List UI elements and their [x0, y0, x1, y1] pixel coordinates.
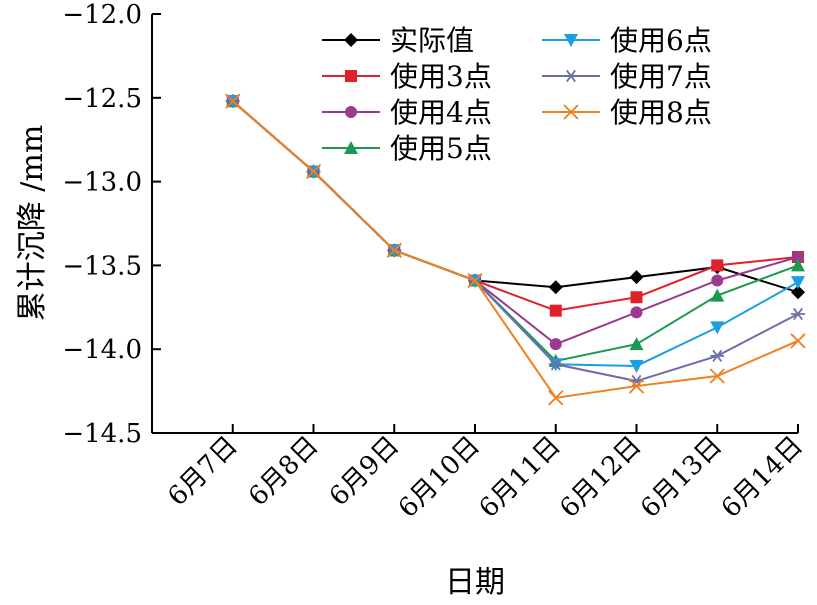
legend-label: 使用8点: [610, 96, 712, 129]
legend-label: 使用3点: [390, 60, 492, 93]
x-tick-label: 6月14日: [716, 431, 809, 524]
data-point: [792, 251, 804, 264]
data-point: [630, 306, 643, 319]
data-point: [630, 291, 643, 304]
data-point: [710, 288, 725, 302]
legend-label: 实际值: [390, 24, 474, 57]
legend-item: 使用6点: [542, 24, 712, 57]
data-point: [549, 338, 562, 351]
data-point: [791, 307, 805, 321]
y-tick-label: −14.5: [62, 419, 142, 449]
data-point: [791, 258, 805, 272]
x-tick-label: 6月12日: [554, 431, 647, 524]
data-point: [305, 163, 322, 180]
x-tick-label: 6月10日: [393, 431, 486, 524]
legend-marker: [345, 70, 357, 82]
x-axis-title: 日期: [445, 565, 505, 600]
data-point: [225, 93, 241, 109]
data-point: [791, 285, 805, 300]
x-tick-label: 6月13日: [635, 431, 728, 524]
legend-marker: [344, 33, 358, 47]
y-tick-label: −12.0: [62, 0, 142, 30]
data-point: [791, 276, 805, 290]
x-tick-label: 6月8日: [243, 431, 324, 512]
series-7: [225, 93, 806, 406]
legend-label: 使用7点: [610, 60, 712, 93]
legend-marker: [563, 104, 579, 120]
legend-marker: [564, 34, 578, 47]
data-point: [709, 368, 725, 384]
y-axis-title: 累计沉降 /mm: [15, 125, 50, 322]
data-point: [710, 349, 725, 363]
series-line: [232, 100, 799, 346]
y-tick-label: −12.5: [62, 84, 142, 114]
data-point: [548, 280, 563, 295]
data-point: [548, 390, 564, 406]
legend-item: 实际值: [322, 24, 474, 57]
series-3: [226, 95, 804, 351]
y-tick-label: −13.5: [62, 251, 142, 281]
series-line: [232, 100, 799, 399]
legend-item: 使用5点: [322, 132, 492, 165]
data-point: [628, 378, 645, 394]
data-point: [711, 259, 724, 272]
x-tick-label: 6月11日: [474, 431, 567, 524]
data-point: [710, 321, 725, 335]
legend-label: 使用4点: [390, 96, 492, 129]
legend-item: 使用3点: [322, 60, 492, 93]
data-point: [548, 358, 563, 371]
legend-item: 使用8点: [542, 96, 712, 129]
legend-item: 使用4点: [322, 96, 492, 129]
data-point: [629, 359, 644, 373]
legend-marker: [344, 141, 358, 154]
data-point: [467, 272, 483, 289]
legend-label: 使用6点: [610, 24, 712, 57]
legend-marker: [345, 106, 357, 118]
legend-marker: [564, 69, 578, 83]
x-tick-label: 6月7日: [162, 431, 243, 512]
y-ticks: −12.0 −12.5 −13.0 −13.5 −14.0 −14.5: [62, 0, 161, 449]
data-point: [711, 274, 724, 287]
y-tick-label: −14.0: [62, 335, 142, 365]
series-group: [225, 93, 806, 406]
y-tick-label: −13.0: [62, 168, 142, 198]
x-tick-label: 6月9日: [324, 431, 405, 512]
series-6: [225, 95, 805, 388]
data-point: [790, 333, 806, 349]
data-point: [549, 304, 562, 317]
data-point: [629, 270, 644, 285]
data-point: [629, 337, 644, 351]
legend-label: 使用5点: [390, 132, 492, 165]
series-5: [225, 95, 805, 373]
legend-item: 使用7点: [542, 60, 712, 93]
data-point: [386, 242, 402, 258]
